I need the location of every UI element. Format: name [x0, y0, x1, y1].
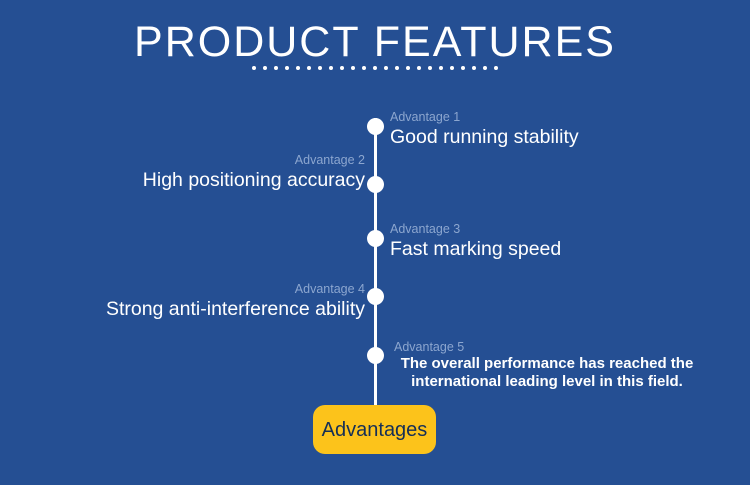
divider-dot	[340, 66, 344, 70]
advantage-description-3: Fast marking speed	[390, 238, 562, 260]
advantages-badge[interactable]: Advantages	[313, 405, 436, 454]
divider-dot	[329, 66, 333, 70]
advantage-item-5[interactable]: Advantage 5 The overall performance has …	[388, 340, 718, 391]
divider-dot	[373, 66, 377, 70]
advantage-label-3: Advantage 3	[390, 222, 461, 236]
dotted-divider	[0, 66, 750, 70]
advantage-description-1: Good running stability	[390, 126, 579, 148]
advantage-label-2: Advantage 2	[294, 153, 365, 167]
divider-dot	[417, 66, 421, 70]
advantage-label-1: Advantage 1	[390, 110, 461, 124]
timeline-node-3	[367, 230, 384, 247]
divider-dot	[428, 66, 432, 70]
advantage-description-5: The overall performance has reached the …	[400, 355, 694, 390]
divider-dot	[483, 66, 487, 70]
divider-dot	[472, 66, 476, 70]
divider-dot	[285, 66, 289, 70]
timeline-node-4	[367, 288, 384, 305]
divider-dot	[274, 66, 278, 70]
advantages-badge-label: Advantages	[321, 418, 428, 441]
advantage-item-2[interactable]: Advantage 2 High positioning accuracy	[20, 153, 365, 193]
divider-dot	[318, 66, 322, 70]
divider-dot	[351, 66, 355, 70]
advantage-description-4: Strong anti-interference ability	[105, 298, 365, 320]
divider-dot	[252, 66, 256, 70]
advantage-label-5: Advantage 5	[394, 340, 465, 354]
divider-dot	[439, 66, 443, 70]
divider-dot	[406, 66, 410, 70]
divider-dot	[461, 66, 465, 70]
page-title: PRODUCT FEATURES	[134, 18, 616, 66]
divider-dot	[494, 66, 498, 70]
timeline-node-5	[367, 347, 384, 364]
advantage-label-4: Advantage 4	[294, 282, 365, 296]
divider-dot	[395, 66, 399, 70]
advantage-item-1[interactable]: Advantage 1 Good running stability	[390, 110, 720, 150]
timeline-spine	[374, 118, 377, 410]
divider-dot	[307, 66, 311, 70]
advantage-item-3[interactable]: Advantage 3 Fast marking speed	[390, 222, 720, 262]
timeline-node-2	[367, 176, 384, 193]
divider-dot	[384, 66, 388, 70]
timeline-node-1	[367, 118, 384, 135]
divider-dot	[362, 66, 366, 70]
advantage-item-4[interactable]: Advantage 4 Strong anti-interference abi…	[20, 282, 365, 322]
divider-dot	[263, 66, 267, 70]
divider-dot	[450, 66, 454, 70]
advantage-description-2: High positioning accuracy	[142, 169, 365, 191]
divider-dot	[296, 66, 300, 70]
